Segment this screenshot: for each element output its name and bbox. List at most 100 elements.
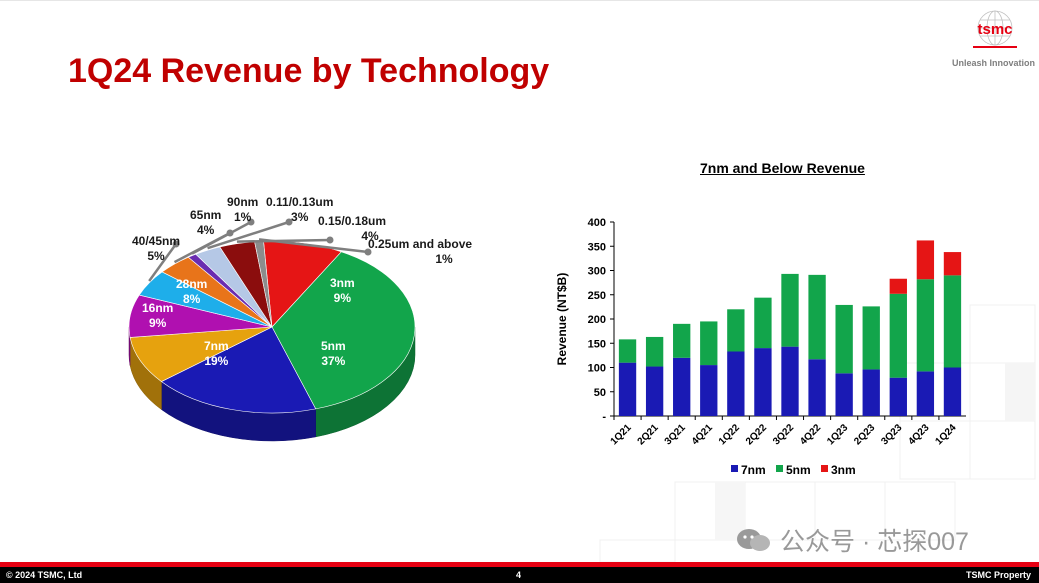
pie-label-7nm-pct: 19%: [204, 354, 229, 368]
pie-label-015-018um: 0.15/0.18um 4%: [318, 214, 386, 244]
leader-line-0-25um-and-above: [258, 238, 369, 254]
pie-label-5nm-name: 5nm: [321, 339, 346, 353]
leader-line-0-15-0-18um: [236, 238, 331, 243]
x-tick-label-3q22: 3Q22: [771, 422, 796, 447]
y-tick-label: 300: [588, 266, 606, 278]
bar-7nm-2q21: [645, 366, 664, 416]
top-rule: [0, 0, 1039, 1]
bar-3nm-1q24: [943, 252, 962, 276]
leader-dot-0-11-0-13um: [285, 218, 293, 226]
bar-5nm-2q22: [754, 297, 772, 349]
x-tick-label-1q21: 1Q21: [609, 422, 634, 447]
x-tick-label-1q24: 1Q24: [934, 422, 959, 447]
bar-5nm-4q22: [808, 274, 826, 360]
x-tick-label-2q23: 2Q23: [852, 422, 877, 447]
logo-text: tsmc: [977, 21, 1012, 38]
bar-5nm-1q22: [727, 309, 745, 352]
x-tick-label-3q21: 3Q21: [663, 422, 688, 447]
leader-dot-0-15-0-18um: [326, 236, 334, 244]
pie-label-025um-above-pct: 1%: [435, 252, 453, 266]
tagline: Unleash Innovation: [951, 58, 1035, 68]
bar-7nm-4q22: [808, 359, 826, 416]
y-tick-label: 50: [594, 387, 606, 399]
y-tick-label: 200: [588, 314, 606, 326]
bar-7nm-3q22: [781, 346, 799, 416]
bar-5nm-4q21: [700, 321, 718, 366]
bar-7nm-2q22: [754, 348, 772, 416]
bar-5nm-1q21: [618, 339, 637, 363]
x-tick-label-4q23: 4Q23: [906, 422, 931, 447]
bar-5nm-2q21: [645, 336, 664, 367]
technology-pie-chart: [128, 218, 416, 442]
bar-5nm-2q23: [862, 306, 880, 370]
pie-label-65nm: 65nm 4%: [190, 208, 221, 238]
footer-page-number: 4: [516, 570, 522, 580]
pie-label-28nm-name: 28nm: [176, 277, 208, 291]
pie-label-7nm-name: 7nm: [204, 339, 229, 353]
x-tick-label-2q22: 2Q22: [744, 422, 769, 447]
pie-label-90nm-pct: 1%: [234, 210, 252, 224]
legend-swatch-7nm: [731, 465, 738, 472]
pie-slice-5nm: [271, 251, 416, 410]
y-tick-label: 150: [588, 338, 606, 350]
y-tick-label: 350: [588, 241, 606, 253]
y-tick-label: 100: [588, 363, 606, 375]
bar-chart-title: 7nm and Below Revenue: [700, 160, 865, 176]
page-title: 1Q24 Revenue by Technology: [68, 52, 550, 90]
pie-label-40-45nm: 40/45nm 5%: [132, 234, 180, 264]
bar-7nm-3q21: [673, 357, 691, 416]
bar-3nm-4q23: [916, 240, 935, 280]
pie-label-015-018um-pct: 4%: [361, 229, 379, 243]
pie-label-90nm-name: 90nm: [227, 195, 259, 209]
tsmc-logo: tsmc: [973, 10, 1017, 48]
pie-label-015-018um-name: 0.15/0.18um: [318, 214, 387, 228]
bar-7nm-3q23: [889, 377, 907, 416]
leader-dot-90nm: [247, 218, 255, 226]
bar-7nm-1q22: [727, 351, 745, 416]
pie-label-16nm-pct: 9%: [149, 316, 167, 330]
pie-label-65nm-pct: 4%: [197, 223, 215, 237]
bar-3nm-3q23: [889, 278, 907, 294]
watermark-text: 公众号 · 芯探007: [780, 528, 969, 556]
pie-label-5nm: 5nm 37%: [321, 339, 346, 369]
x-tick-label-4q21: 4Q21: [690, 422, 715, 447]
y-tick-label: 250: [588, 290, 606, 302]
y-tick-label: 400: [588, 217, 606, 229]
bar-5nm-3q21: [673, 323, 691, 358]
leader-line-0-11-0-13um: [207, 220, 290, 250]
wechat-icon: [737, 529, 770, 551]
x-tick-label-1q22: 1Q22: [717, 422, 742, 447]
pie-label-011-013um-pct: 3%: [291, 210, 309, 224]
pie-label-28nm: 28nm 8%: [176, 277, 207, 307]
leader-dot-40-45nm: [172, 240, 180, 248]
leader-dot-0-25um-and-above: [364, 248, 372, 256]
bar-5nm-1q24: [943, 275, 962, 368]
pie-slice-16nm: [129, 326, 273, 382]
pie-leader-lines: [148, 218, 372, 282]
bar-7nm-1q23: [835, 373, 853, 416]
bar-5nm-3q23: [889, 293, 907, 378]
legend-label-7nm: 7nm: [741, 463, 766, 477]
pie-label-011-013um-name: 0.11/0.13um: [266, 195, 334, 209]
bar-5nm-4q23: [916, 279, 935, 372]
bar-7nm-1q24: [943, 367, 962, 416]
legend-label-5nm: 5nm: [786, 463, 811, 477]
x-tick-label-2q21: 2Q21: [636, 422, 661, 447]
pie-label-025um-above-name: 0.25um and above: [368, 237, 473, 251]
bar-7nm-1q21: [618, 362, 637, 416]
leader-line-40-45nm: [148, 243, 178, 282]
pie-label-90nm: 90nm 1%: [227, 195, 258, 225]
bar-5nm-3q22: [781, 273, 799, 347]
pie-label-3nm-name: 3nm: [330, 276, 355, 290]
pie-side-walls: [128, 326, 416, 442]
pie-label-16nm: 16nm 9%: [142, 301, 173, 331]
pie-label-40-45nm-name: 40/45nm: [132, 234, 181, 248]
pie-label-3nm-pct: 9%: [333, 291, 352, 305]
footer-copyright: © 2024 TSMC, Ltd: [6, 570, 83, 580]
pie-label-40-45nm-pct: 5%: [147, 249, 165, 263]
pie-label-16nm-name: 16nm: [142, 301, 174, 315]
pie-label-28nm-pct: 8%: [183, 292, 201, 306]
legend-label-3nm: 3nm: [831, 463, 856, 477]
legend-swatch-3nm: [821, 465, 828, 472]
